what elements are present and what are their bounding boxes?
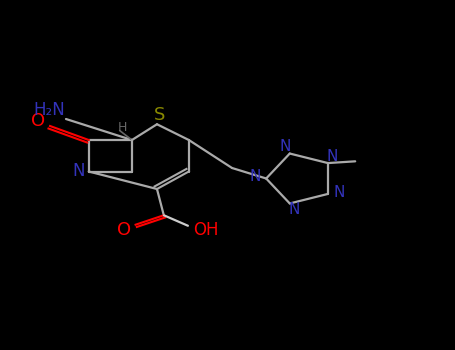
Text: N: N <box>72 162 85 181</box>
Text: H₂N: H₂N <box>33 101 65 119</box>
Text: N: N <box>279 139 291 154</box>
Text: O: O <box>117 221 131 239</box>
Text: N: N <box>334 185 345 200</box>
Text: O: O <box>30 112 45 130</box>
Text: N: N <box>327 148 338 163</box>
Text: S: S <box>154 106 165 125</box>
Text: N: N <box>249 169 260 184</box>
Text: H: H <box>117 121 126 134</box>
Text: OH: OH <box>193 221 218 239</box>
Text: N: N <box>288 202 300 217</box>
